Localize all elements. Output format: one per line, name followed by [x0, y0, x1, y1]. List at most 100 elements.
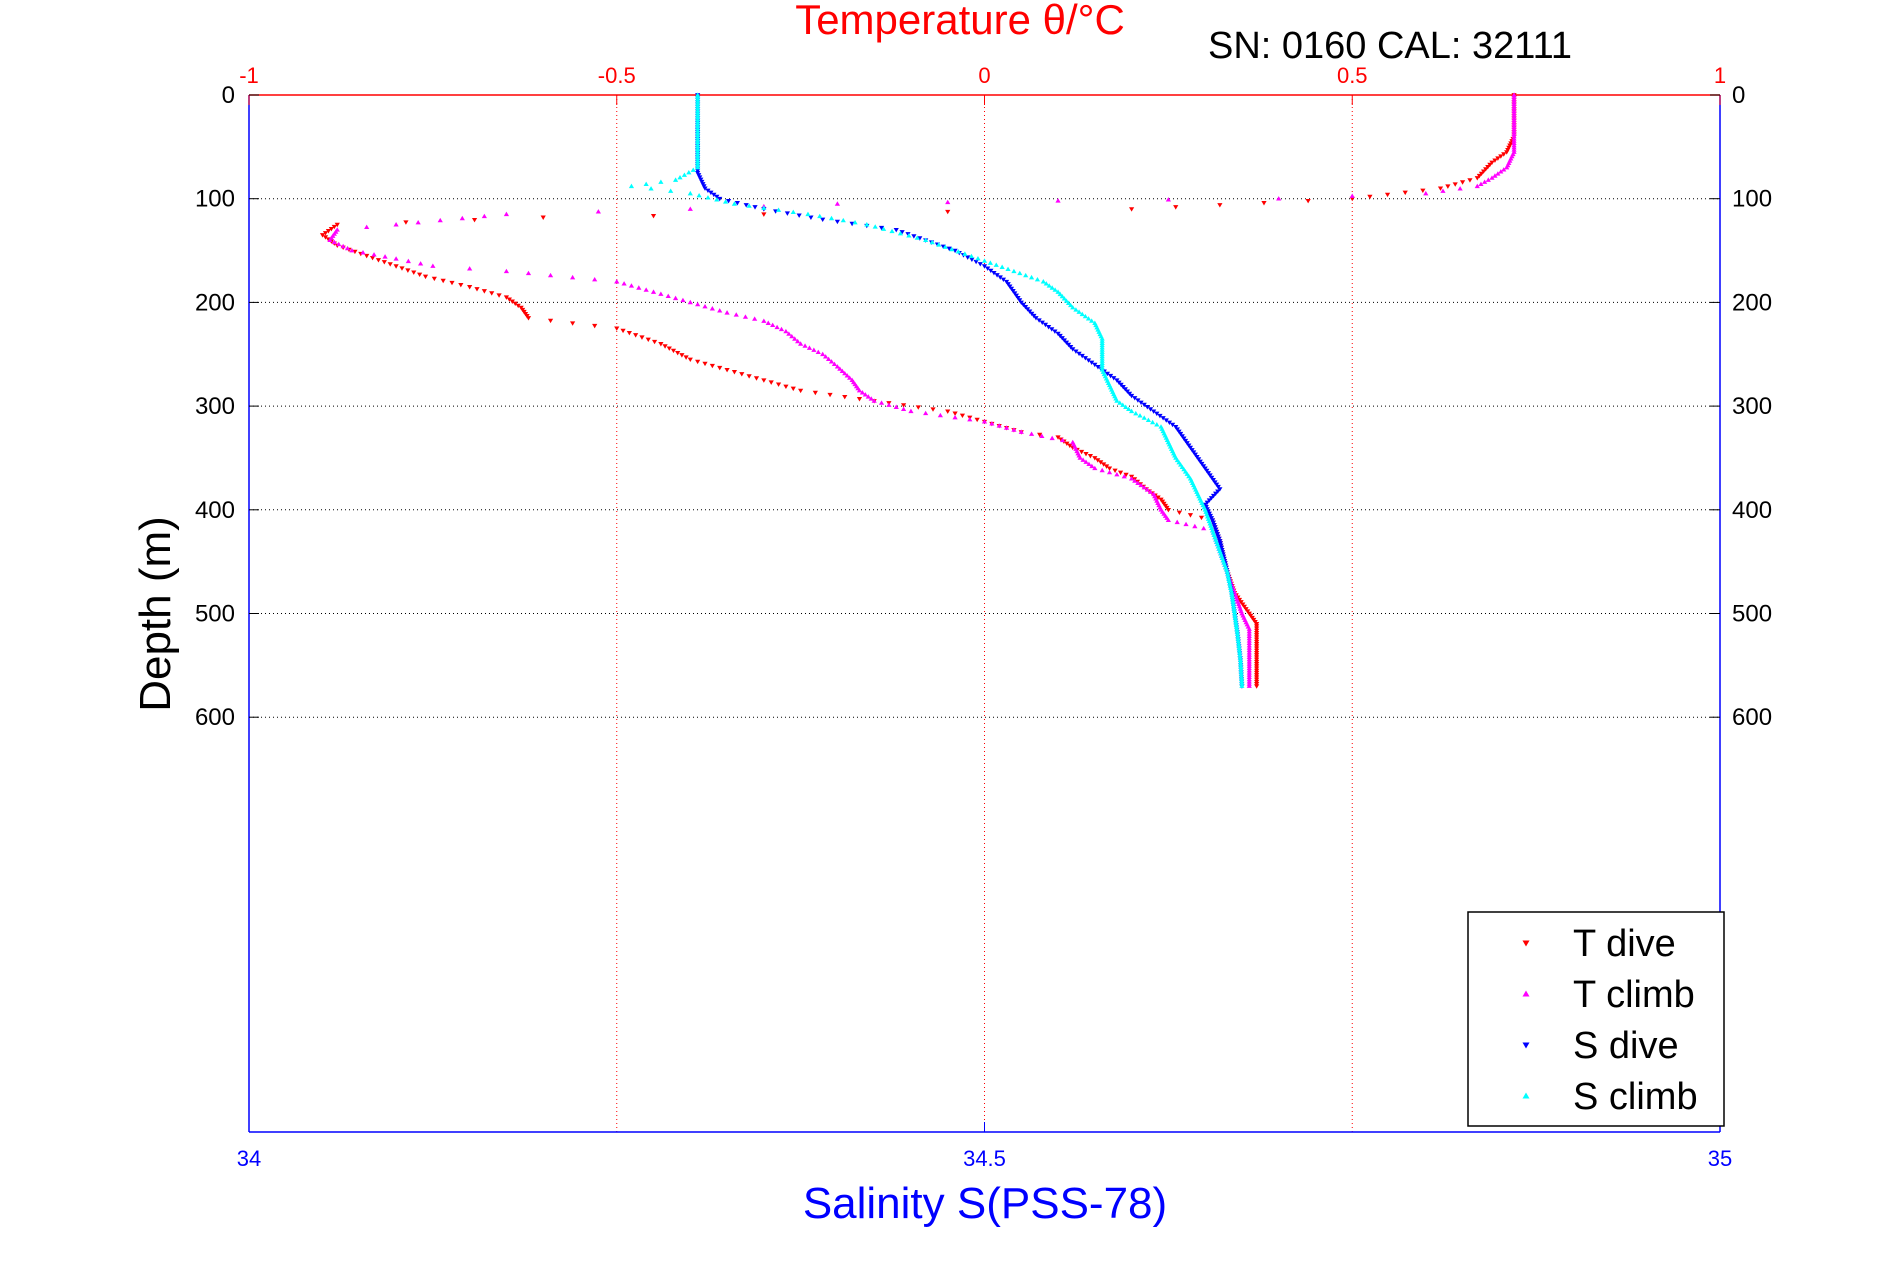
data-point [695, 168, 701, 174]
data-point [805, 211, 811, 217]
y-axis-label: Depth (m) [131, 516, 180, 712]
right-tick-label: 100 [1732, 186, 1772, 213]
data-point [701, 184, 707, 189]
data-point [1237, 650, 1243, 655]
data-point [695, 151, 701, 156]
data-point [1036, 318, 1042, 323]
top-tick-label: 0 [978, 63, 990, 88]
data-point [1126, 391, 1133, 397]
data-point [1095, 327, 1101, 332]
data-point [842, 370, 848, 376]
data-point [1504, 164, 1510, 170]
data-point [695, 132, 701, 138]
legend-marker [1522, 1092, 1530, 1099]
data-point [1194, 454, 1200, 460]
data-point [1246, 667, 1252, 673]
data-point [1160, 428, 1166, 434]
data-point [790, 209, 796, 215]
data-point [1126, 406, 1132, 412]
data-point [1234, 597, 1240, 602]
data-point [1246, 659, 1252, 664]
data-point [1165, 197, 1171, 202]
data-point [1061, 296, 1067, 301]
legend-box [1467, 911, 1725, 1127]
data-point [1246, 681, 1252, 686]
data-point [695, 116, 701, 122]
data-point [1234, 627, 1240, 632]
data-point [872, 224, 878, 229]
data-point [686, 169, 692, 175]
data-point [1505, 162, 1511, 168]
data-point [1192, 484, 1198, 490]
data-point [393, 222, 399, 227]
data-point [977, 262, 983, 267]
data-point [1171, 450, 1177, 456]
data-point [1055, 435, 1061, 440]
data-point [828, 359, 835, 364]
data-point [823, 354, 829, 359]
data-point [1505, 147, 1511, 153]
data-point [695, 94, 701, 100]
data-point [1099, 356, 1105, 361]
data-point [1070, 347, 1076, 352]
data-point [1138, 400, 1144, 405]
data-point [905, 232, 911, 237]
data-point [360, 250, 366, 255]
data-point [1095, 458, 1101, 463]
data-point [1246, 663, 1252, 668]
data-point [1238, 600, 1244, 605]
data-point [1237, 655, 1243, 660]
data-point [1028, 274, 1035, 280]
data-point [1209, 527, 1216, 533]
legend-label: T climb [1573, 974, 1695, 1016]
data-point [695, 359, 701, 365]
top-tick-label: 1 [1714, 63, 1726, 88]
data-point [1075, 450, 1081, 456]
data-point [795, 338, 801, 344]
data-point [1226, 578, 1232, 584]
data-point [650, 213, 657, 219]
data-point [369, 255, 376, 261]
data-point [1209, 525, 1215, 531]
data-point [1162, 433, 1168, 438]
data-point [1183, 521, 1189, 527]
data-point [1230, 597, 1236, 602]
data-point [1187, 445, 1194, 451]
data-point [849, 377, 855, 382]
data-point [1102, 373, 1108, 379]
data-point [1246, 645, 1252, 650]
data-point [1197, 496, 1203, 501]
data-point [1205, 471, 1212, 476]
data-point [1029, 311, 1035, 317]
data-point [914, 235, 920, 240]
data-point [1509, 153, 1515, 159]
data-point [1094, 324, 1100, 330]
data-point [1511, 108, 1517, 113]
data-point [1173, 425, 1179, 430]
data-point [387, 262, 393, 267]
data-point [1129, 207, 1135, 212]
data-point [714, 197, 720, 202]
data-point [1208, 523, 1214, 528]
data-point [1101, 371, 1107, 377]
data-point [1155, 495, 1161, 500]
data-point [471, 217, 478, 223]
data-point [489, 291, 495, 296]
data-point [1192, 452, 1198, 458]
data-point [1085, 316, 1092, 321]
data-point [1005, 266, 1011, 272]
data-point [1467, 178, 1473, 183]
data-point [1123, 472, 1129, 478]
data-point [1213, 491, 1219, 497]
data-point [1080, 457, 1086, 462]
data-point [1020, 302, 1026, 308]
data-point [1244, 622, 1250, 627]
data-point [1164, 437, 1170, 442]
data-point [1174, 427, 1180, 432]
data-point [1211, 532, 1217, 537]
data-point [1239, 678, 1245, 684]
data-point [1241, 604, 1247, 610]
data-point [981, 258, 988, 263]
data-point [1220, 557, 1226, 563]
data-point [1238, 666, 1244, 672]
